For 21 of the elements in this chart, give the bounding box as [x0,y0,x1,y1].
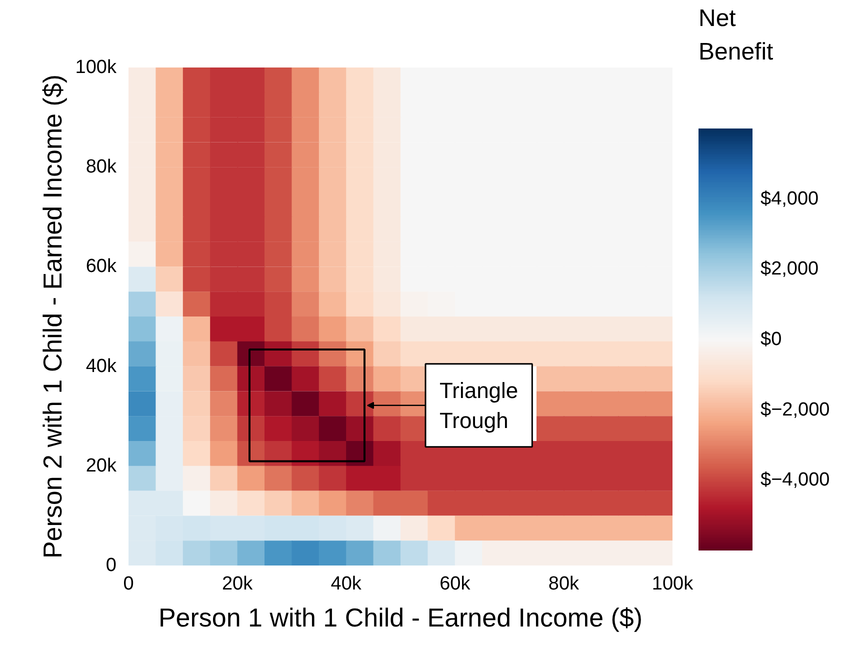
y-tick-label: 40k [86,356,117,377]
x-tick-label: 0 [123,574,134,594]
x-axis-title: Person 1 with 1 Child - Earned Income ($) [158,602,643,632]
x-tick-label: 20k [222,574,254,594]
x-tick-label: 80k [548,574,580,594]
color-bar-title: Net Benefit [698,4,774,66]
color-bar-label: $2,000 [760,258,819,280]
x-tick-label: 100k [652,574,694,594]
y-tick-label: 100k [75,57,117,78]
y-tick-label: 20k [86,455,117,476]
x-tick-label: 60k [440,574,471,594]
color-bar-label: $4,000 [760,188,819,210]
color-bar-label: $0 [760,329,782,350]
color-bar-label: $−2,000 [760,399,830,420]
annotation: Triangle Trough [440,378,518,433]
y-tick-label: 80k [86,156,117,178]
y-tick-label: 0 [106,555,117,576]
color-bar-label: $−4,000 [760,470,830,491]
y-tick-label: 60k [86,256,117,278]
y-axis-title: Person 2 with 1 Child - Earned Income ($) [37,74,68,559]
x-tick-label: 40k [330,574,362,594]
